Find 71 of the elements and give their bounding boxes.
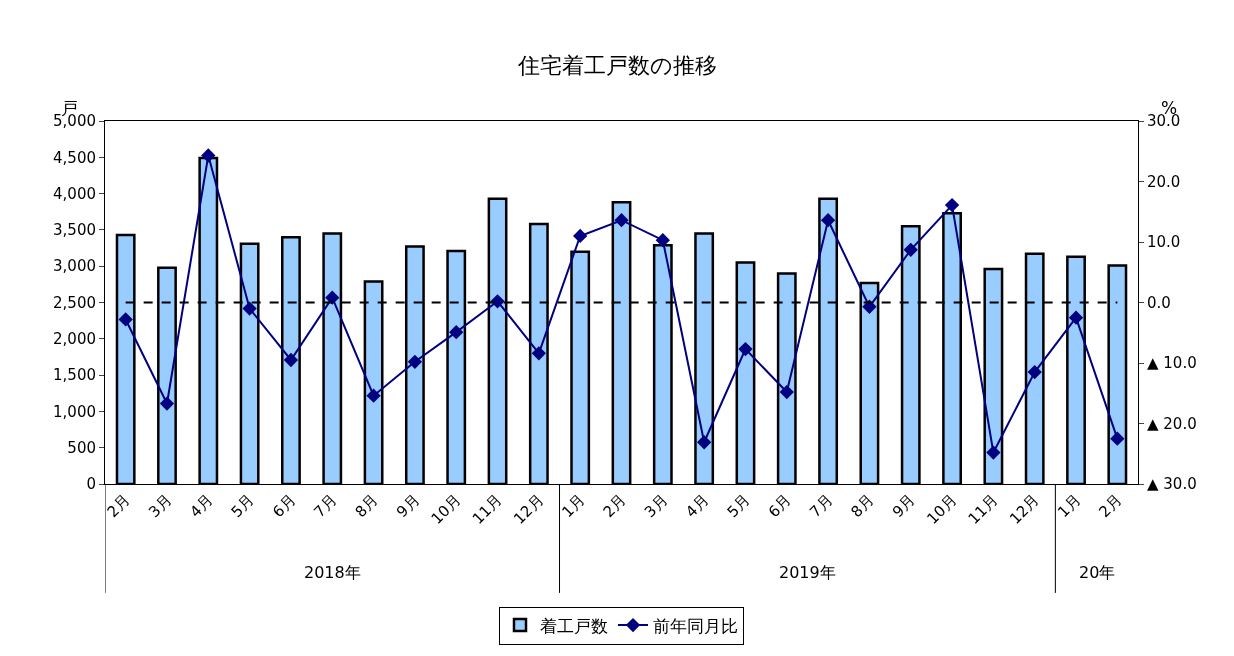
point — [1068, 310, 1084, 325]
point — [738, 341, 753, 357]
point — [903, 242, 918, 258]
x-tick-label: 6月 — [764, 490, 795, 521]
y2-tick-label: 10.0 — [1147, 233, 1181, 252]
y2-tick-label: 20.0 — [1147, 172, 1181, 191]
y2-tick-label: ▲ 30.0 — [1147, 475, 1197, 494]
x-tick-label: 3月 — [145, 490, 176, 521]
point — [1027, 364, 1042, 380]
x-tick-label: 8月 — [351, 490, 382, 521]
point — [283, 352, 299, 368]
y-tick-label: 1,000 — [53, 402, 96, 421]
x-tick-label: 1月 — [1054, 490, 1085, 521]
y-tick-label: 4,000 — [53, 184, 96, 203]
point — [531, 346, 547, 361]
point — [366, 388, 381, 403]
x-tick-label: 10月 — [427, 490, 465, 528]
x-tick-label: 6月 — [268, 490, 300, 521]
x-tick-label: 9月 — [392, 490, 424, 521]
legend-label: 着工戸数 — [540, 615, 608, 636]
x-tick-label: 4月 — [186, 490, 217, 521]
point — [820, 213, 836, 228]
x-tick-label: 10月 — [923, 490, 961, 528]
x-tick-label: 2月 — [103, 490, 134, 521]
x-tick-label: 11月 — [468, 490, 506, 528]
text: 2019年 — [779, 563, 836, 582]
x-tick-label: 11月 — [964, 490, 1002, 528]
point — [655, 233, 670, 248]
x-tick-label: 4月 — [682, 490, 713, 521]
point — [407, 354, 423, 369]
x-tick-label: 2月 — [1095, 490, 1126, 521]
x-tick-label: 12月 — [510, 490, 547, 528]
x-tick-label: 7月 — [310, 490, 341, 521]
y-tick-label: 500 — [67, 438, 96, 457]
y2-tick-label: 0.0 — [1147, 293, 1171, 312]
point — [490, 294, 505, 309]
point — [159, 396, 175, 411]
chart-title: 住宅着工戸数の推移 — [516, 53, 717, 79]
x-tick-label: 1月 — [558, 490, 589, 521]
point — [201, 148, 216, 163]
y-tick-label: 4,500 — [53, 148, 96, 167]
legend-label: 前年同月比 — [653, 615, 738, 636]
y-tick-label: 2,000 — [53, 330, 96, 349]
y-tick-label: 0 — [86, 475, 96, 494]
x-tick-label: 8月 — [847, 490, 878, 521]
point — [118, 312, 133, 327]
x-tick-label: 2月 — [599, 490, 630, 521]
y2-tick-label: ▲ 10.0 — [1147, 354, 1197, 373]
point — [614, 213, 629, 228]
point — [242, 301, 257, 316]
point — [944, 197, 960, 213]
y-tick-label: 1,500 — [53, 366, 96, 385]
point — [986, 445, 1001, 460]
y-tick-label: 3,500 — [53, 221, 96, 240]
y2-tick-label: ▲ 20.0 — [1147, 414, 1197, 433]
x-tick-label: 5月 — [723, 490, 754, 521]
text: 20年 — [1079, 563, 1116, 582]
x-tick-label: 9月 — [888, 490, 919, 521]
y-tick-label: 2,500 — [53, 293, 96, 312]
x-tick-label: 7月 — [806, 490, 837, 521]
point — [1110, 431, 1125, 446]
point — [573, 228, 588, 244]
x-tick-label: 5月 — [227, 490, 258, 521]
point — [449, 325, 464, 340]
text: 2018年 — [304, 563, 361, 582]
y-tick-label: 3,000 — [53, 257, 96, 276]
point — [325, 290, 340, 305]
point — [779, 384, 794, 400]
x-tick-label: 12月 — [1006, 490, 1043, 528]
point — [696, 435, 712, 450]
x-tick-label: 3月 — [640, 490, 671, 521]
